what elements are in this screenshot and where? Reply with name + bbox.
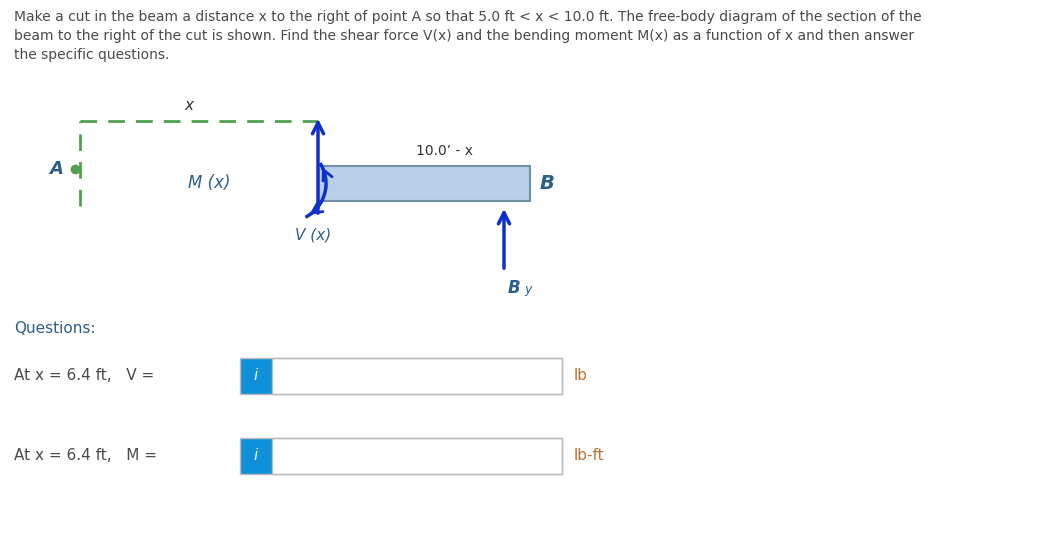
Text: Make a cut in the beam a distance x to the right of point A so that 5.0 ft < x <: Make a cut in the beam a distance x to t…	[14, 10, 922, 24]
Text: At x = 6.4 ft,   M =: At x = 6.4 ft, M =	[14, 449, 157, 463]
Text: i: i	[254, 449, 258, 463]
Bar	[240, 358, 562, 394]
Text: lb-ft: lb-ft	[574, 449, 605, 463]
Text: the specific questions.: the specific questions.	[14, 48, 169, 62]
Text: i: i	[254, 369, 258, 383]
Bar	[272, 358, 562, 394]
Text: x: x	[184, 98, 194, 113]
Text: B: B	[540, 174, 554, 193]
Text: M (x): M (x)	[187, 175, 230, 192]
Text: 10.0’ - x: 10.0’ - x	[415, 144, 473, 158]
Text: V (x): V (x)	[295, 228, 332, 243]
Bar	[240, 358, 272, 394]
Text: B: B	[508, 279, 521, 297]
Text: A: A	[49, 159, 63, 177]
Bar	[240, 438, 562, 474]
Text: Questions:: Questions:	[14, 321, 95, 336]
Text: y: y	[524, 283, 531, 296]
Text: beam to the right of the cut is shown. Find the shear force V(x) and the bending: beam to the right of the cut is shown. F…	[14, 29, 914, 43]
Bar	[318, 166, 530, 201]
Text: lb: lb	[574, 369, 588, 383]
Text: At x = 6.4 ft,   V =: At x = 6.4 ft, V =	[14, 369, 154, 383]
Bar	[240, 438, 272, 474]
Bar	[272, 438, 562, 474]
